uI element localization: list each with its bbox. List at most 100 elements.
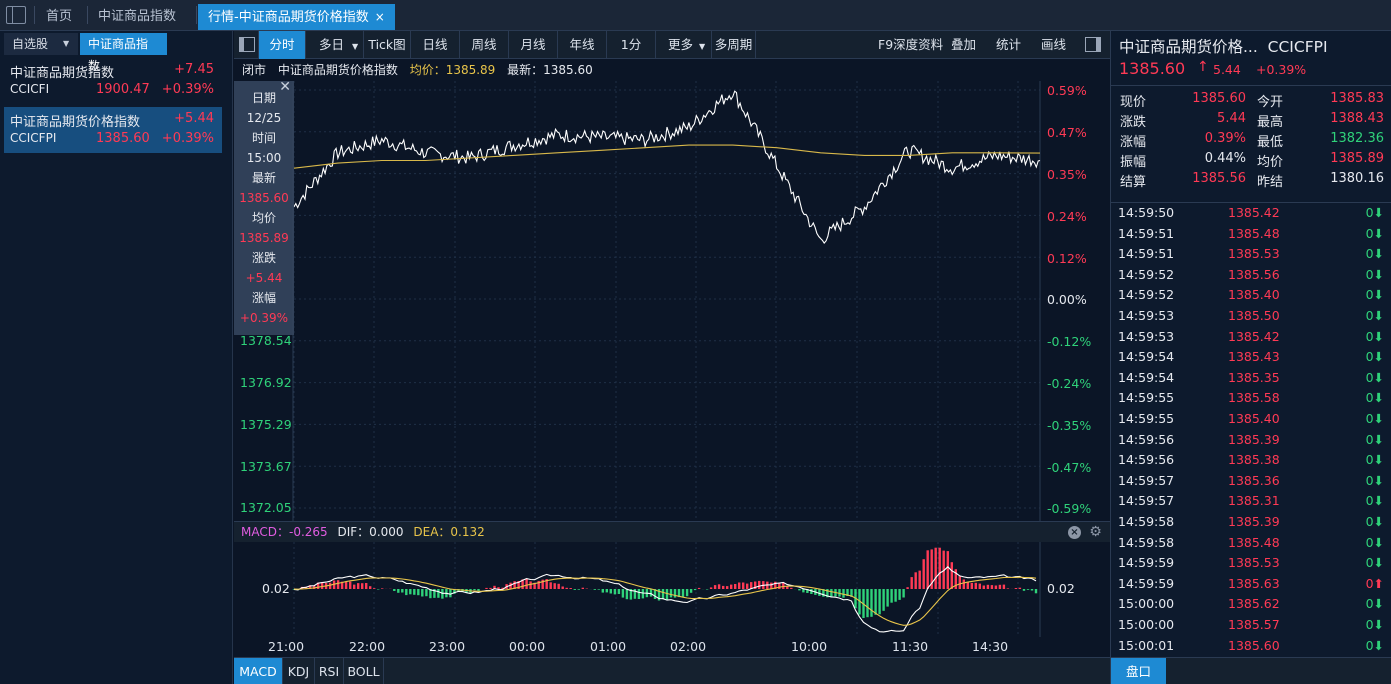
instrument-title: 中证商品期货价格... [1119,38,1258,56]
x-tick-label: 02:00 [670,639,707,654]
trade-volume: 0⬆ [1366,576,1384,591]
tab-multi-day[interactable]: 多日 ▼ [306,31,364,59]
tab-csi-commodity[interactable]: 中证商品指数 [88,4,186,30]
dea-line [293,576,1037,626]
macd-chart[interactable]: 0.02 0.02 [234,542,1110,637]
trade-time: 15:00:00 [1118,596,1175,612]
arrow-down-icon: ⬇ [1373,452,1384,468]
tab-multi-period[interactable]: 多周期 [712,31,756,59]
tab-yearly[interactable]: 年线 [558,31,607,59]
arrow-down-icon: ⬇ [1373,205,1384,220]
tooltip-label: 涨幅 [251,291,276,305]
tab-csi-index[interactable]: 中证商品指数 [80,33,167,73]
arrow-down-icon: ⬇ [1373,637,1384,653]
trade-time: 14:59:58 [1118,514,1175,529]
stat-label: 昨结 [1257,175,1284,190]
trade-volume: 0⬇ [1366,432,1384,447]
tab-monthly[interactable]: 月线 [509,31,558,59]
trade-time: 15:00:01 [1118,637,1175,653]
tab-watchlist[interactable]: 自选股 [4,33,78,55]
divider [34,6,35,24]
tooltip-value: 1385.89 [239,231,289,245]
right-panel-toggle-icon[interactable] [1085,37,1101,52]
chevron-down-icon[interactable]: ▼ [63,39,70,48]
arrow-down-icon: ⬇ [1373,514,1384,529]
list-item[interactable]: 中证商品期货指数 +7.45 CCICFI 1900.47 +0.39% [4,58,222,104]
sidebar-toggle-icon[interactable] [6,6,26,24]
trade-volume: 0⬇ [1366,287,1384,302]
arrow-down-icon: ⬇ [1373,390,1384,406]
tab-home[interactable]: 首页 [36,4,82,30]
trade-volume-value: 0 [1365,555,1374,571]
y-axis-right-label: 0.47% [1047,125,1087,140]
trade-price: 1385.42 [1228,205,1280,220]
tab-intraday[interactable]: 分时 [259,31,306,59]
tab-csi-commodity-label: 中证商品指数 [98,9,177,24]
trade-volume-value: 0 [1365,452,1374,468]
y-axis-left-label: 1372.05 [240,500,292,515]
tab-kdj[interactable]: KDJ [283,658,315,684]
price-change-pct: +0.39% [1256,62,1307,77]
trade-volume-value: 0 [1365,349,1374,365]
macd-chart-svg [292,542,1041,637]
trade-price: 1385.35 [1228,369,1280,385]
tab-orderbook[interactable]: 盘口 [1111,658,1166,684]
trade-time: 14:59:52 [1118,287,1175,303]
macd-value: -0.265 [288,525,328,539]
stat-label: 涨跌 [1120,115,1147,130]
trade-volume-value: 0 [1365,575,1374,591]
left-panel-toggle-icon[interactable] [239,37,255,52]
tooltip-label: 日期 [251,91,276,105]
y-axis-left-label: 1376.92 [240,375,292,390]
trade-price: 1385.40 [1228,287,1280,303]
gear-icon[interactable]: ⚙ [1089,524,1102,540]
tooltip-value: +0.39% [239,311,289,325]
arrow-down-icon: ⬇ [1373,617,1384,632]
tab-1min[interactable]: 1分 [607,31,656,59]
overlay-button[interactable]: 叠加 [951,37,977,52]
last-price-readout: 最新：1385.60 [507,63,593,77]
tab-boll[interactable]: BOLL [344,658,384,684]
close-tab-icon[interactable]: × [374,10,385,24]
tab-more[interactable]: 更多 ▼ [656,31,712,59]
tab-macd[interactable]: MACD [234,658,283,684]
tab-weekly[interactable]: 周线 [460,31,509,59]
tab-daily[interactable]: 日线 [411,31,460,59]
arrow-down-icon: ⬇ [1373,555,1384,571]
trade-row: 14:59:54 1385.43 0⬇ [1111,349,1391,369]
market-status: 闭市 [242,63,267,77]
close-icon[interactable]: ✕ [279,79,291,95]
item-change: +7.45 [174,62,214,77]
tooltip-label: 时间 [251,131,276,145]
close-icon[interactable]: × [1068,526,1081,539]
tab-tick[interactable]: Tick图 [364,31,411,59]
list-item-selected[interactable]: 中证商品期货价格指数 +5.44 CCICFPI 1385.60 +0.39% [4,107,222,153]
tooltip-value: 12/25 [246,111,282,125]
trade-volume: 0⬇ [1366,329,1384,344]
x-tick-label: 14:30 [972,639,1009,654]
y-axis-left-label: 1375.29 [240,417,292,432]
macd-axis-label: 0.02 [262,581,290,596]
trade-time: 14:59:57 [1118,472,1175,488]
trade-volume: 0⬇ [1366,411,1384,426]
price-chart[interactable]: 1378.54 1376.92 1375.29 1373.67 1372.05 … [234,81,1110,521]
y-axis-left-label: 1373.67 [240,459,292,474]
statistics-button[interactable]: 统计 [996,37,1022,52]
item-code: CCICFI [10,82,50,96]
trade-price: 1385.48 [1228,225,1280,241]
divider [87,6,88,24]
trade-price: 1385.62 [1228,596,1280,612]
stat-label: 现价 [1120,95,1147,110]
f9-research-button[interactable]: F9深度资料 [878,37,944,52]
draw-line-button[interactable]: 画线 [1041,37,1067,52]
trade-row: 14:59:51 1385.48 0⬇ [1111,226,1391,246]
trade-row: 14:59:53 1385.42 0⬇ [1111,329,1391,349]
trade-price: 1385.50 [1228,308,1280,323]
indicator-tabs: MACD KDJ RSI BOLL [234,657,1110,684]
trade-volume-value: 0 [1365,308,1374,323]
dea-readout: DEA：0.132 [413,525,485,539]
item-price: 1385.60 [96,131,150,146]
tab-rsi[interactable]: RSI [315,658,344,684]
tab-quote-active[interactable]: 行情-中证商品期货价格指数 × [198,4,395,30]
trade-volume-value: 0 [1365,287,1374,303]
